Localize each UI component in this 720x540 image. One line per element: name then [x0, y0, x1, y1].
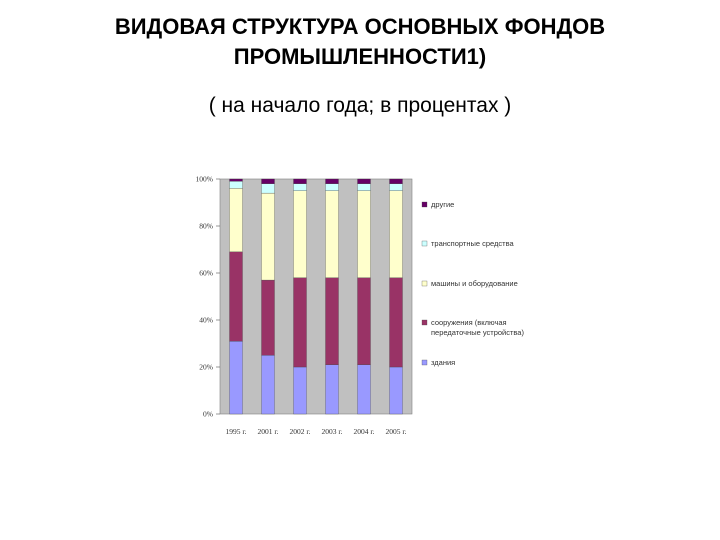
bar-segment [357, 183, 371, 191]
x-tick-label: 2005 г. [386, 427, 407, 436]
bar-segment [261, 355, 275, 415]
legend-swatch [421, 201, 428, 208]
bar-segment [229, 188, 243, 252]
bar-segment [389, 183, 403, 191]
title-line-2: ПРОМЫШЛЕННОСТИ1) [233, 44, 487, 69]
legend-label: сооружения (включая передаточные устройст… [431, 318, 524, 337]
legend-swatch [421, 240, 428, 247]
title-line-1: ВИДОВАЯ СТРУКТУРА ОСНОВНЫХ ФОНДОВ [114, 14, 606, 39]
bar-segment [325, 277, 339, 365]
bar-segment [389, 190, 403, 278]
y-tick-label: 0% [203, 410, 213, 419]
bar-segment [261, 279, 275, 356]
bar-segment [325, 183, 339, 191]
legend-swatch [421, 359, 428, 366]
plot-area [219, 178, 413, 415]
bar-segment [293, 190, 307, 278]
bar-segment [229, 251, 243, 342]
y-tick-label: 80% [199, 222, 213, 231]
legend-label: здания [431, 358, 455, 367]
page-subtitle: ( на начало года; в процентах ) [208, 94, 512, 117]
y-tick-label: 60% [199, 269, 213, 278]
bar-segment [261, 178, 275, 184]
bar-segment [389, 178, 403, 184]
legend-label: машины и оборудование [431, 279, 518, 288]
bar-segment [229, 340, 243, 415]
legend-swatch [421, 319, 428, 326]
bar-segment [325, 178, 339, 184]
x-tick-label: 2002 г. [290, 427, 311, 436]
page-title: ВИДОВАЯ СТРУКТУРА ОСНОВНЫХ ФОНДОВ ПРОМЫШ… [0, 12, 720, 72]
bar-segment [293, 178, 307, 184]
legend-label: другие [431, 200, 454, 209]
bar-segment [325, 364, 339, 415]
y-tick-label: 100% [196, 175, 214, 184]
x-tick-label: 2003 г. [322, 427, 343, 436]
x-tick-label: 2004 г. [354, 427, 375, 436]
bar-segment [261, 192, 275, 281]
bar-segment [293, 277, 307, 368]
bar-segment [389, 277, 403, 368]
bar-segment [293, 183, 307, 191]
bar-segment [229, 181, 243, 189]
legend-swatch [421, 280, 428, 287]
bar-segment [229, 178, 243, 182]
y-tick-label: 20% [199, 363, 213, 372]
bar-segment [325, 190, 339, 278]
bar-segment [261, 183, 275, 194]
legend-label: транспортные средства [431, 239, 515, 248]
y-tick-label: 40% [199, 316, 213, 325]
bar-segment [389, 366, 403, 415]
bar-segment [357, 178, 371, 184]
bar-segment [293, 366, 307, 415]
x-tick-label: 1995 г. [226, 427, 247, 436]
bar-segment [357, 364, 371, 415]
bar-segment [357, 190, 371, 278]
x-tick-label: 2001 г. [258, 427, 279, 436]
bar-segment [357, 277, 371, 365]
